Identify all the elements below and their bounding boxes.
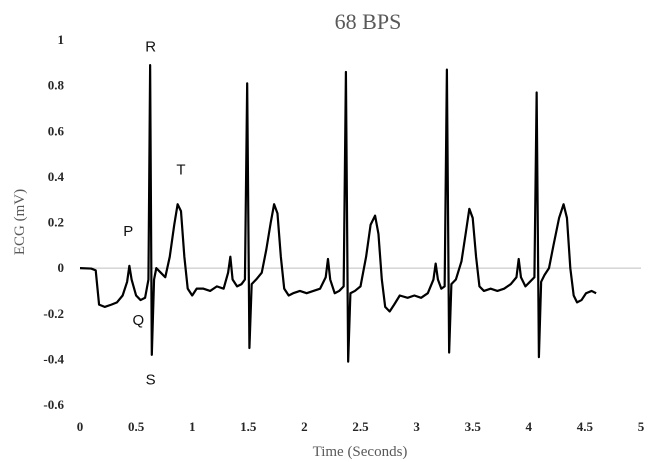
- y-tick-label: 0: [58, 260, 65, 275]
- y-tick-label: 1: [58, 32, 65, 47]
- y-tick-label: -0.6: [43, 397, 64, 412]
- wave-label-r: R: [145, 38, 156, 55]
- y-tick-label: 0.4: [48, 169, 65, 184]
- wave-label-s: S: [146, 371, 156, 388]
- y-tick-label: 0.6: [48, 123, 65, 138]
- y-tick-label: -0.2: [43, 306, 64, 321]
- wave-label-t: T: [176, 162, 185, 179]
- x-tick-label: 1: [189, 419, 196, 434]
- y-axis-title: ECG (mV): [12, 189, 28, 255]
- x-tick-label: 5: [638, 419, 645, 434]
- annotation-layer: R T P Q S: [123, 38, 185, 388]
- x-tick-label: 3: [413, 419, 420, 434]
- x-tick-label: 4: [526, 419, 533, 434]
- axis-layer: -0.6 -0.4 -0.2 0 0.2 0.4 0.6 0.8 1 0 0.5 1 1.5 2 2.5 3 3…: [43, 32, 644, 434]
- x-tick-label: 2: [301, 419, 308, 434]
- x-tick-label: 4.5: [577, 419, 594, 434]
- wave-label-p: P: [123, 223, 133, 240]
- wave-label-q: Q: [133, 312, 145, 329]
- x-tick-label: 1.5: [240, 419, 257, 434]
- x-tick-label: 3.5: [465, 419, 482, 434]
- x-tick-label: 0: [77, 419, 84, 434]
- x-tick-label: 0.5: [128, 419, 145, 434]
- x-axis-title: Time (Seconds): [313, 444, 408, 460]
- series-layer: [79, 63, 597, 363]
- y-tick-label: 0.2: [48, 215, 64, 230]
- ecg-series-line: [79, 63, 597, 363]
- y-tick-label: 0.8: [48, 78, 65, 93]
- x-tick-label: 2.5: [352, 419, 369, 434]
- y-tick-label: -0.4: [43, 351, 64, 366]
- chart-title: 68 BPS: [335, 9, 402, 34]
